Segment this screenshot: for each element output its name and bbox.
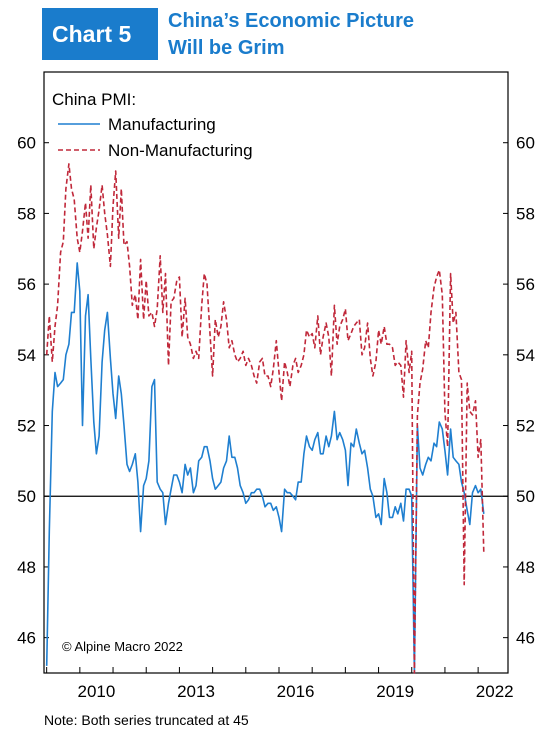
chart-title: China’s Economic Picture Will be Grim: [168, 8, 414, 62]
y-tick-label-right: 52: [516, 417, 535, 436]
x-tick-label: 2019: [376, 682, 414, 701]
y-tick-label-left: 58: [17, 204, 36, 223]
series-line-manufacturing: [45, 262, 485, 674]
footnote: Note: Both series truncated at 45: [44, 712, 249, 728]
legend: China PMI: Manufacturing Non-Manufacturi…: [52, 90, 253, 160]
legend-label-non-manufacturing: Non-Manufacturing: [108, 141, 253, 160]
x-tick-label: 2010: [78, 682, 116, 701]
y-tick-label-left: 46: [17, 629, 36, 648]
series-layer: [45, 163, 485, 674]
legend-title: China PMI:: [52, 90, 136, 109]
chart-title-line-1: China’s Economic Picture: [168, 10, 414, 32]
chart-number: Chart 5: [52, 20, 132, 47]
legend-label-manufacturing: Manufacturing: [108, 115, 216, 134]
y-tick-label-left: 54: [17, 346, 36, 365]
y-tick-label-left: 50: [17, 487, 36, 506]
y-tick-label-right: 46: [516, 629, 535, 648]
y-tick-label-left: 48: [17, 558, 36, 577]
chart-title-line-2: Will be Grim: [168, 37, 285, 59]
y-tick-label-right: 54: [516, 346, 535, 365]
y-tick-label-right: 60: [516, 134, 535, 153]
y-tick-label-right: 48: [516, 558, 535, 577]
x-tick-label: 2016: [277, 682, 315, 701]
y-tick-label-left: 52: [17, 417, 36, 436]
x-tick-label: 2013: [177, 682, 215, 701]
x-tick-label: 2022: [476, 682, 514, 701]
y-tick-label-right: 56: [516, 275, 535, 294]
plot-frame: [43, 71, 509, 674]
chart-number-badge: Chart 5: [42, 8, 158, 60]
series-line-non-manufacturing: [45, 163, 485, 674]
y-tick-label-left: 56: [17, 275, 36, 294]
y-tick-label-right: 50: [516, 487, 535, 506]
y-tick-label-right: 58: [516, 204, 535, 223]
axes-layer: 46 46 48 48 50 50 52 52 54 54 56 56 58 58 60 60 2010 2013…: [17, 71, 535, 701]
y-tick-label-left: 60: [17, 134, 36, 153]
copyright-text: © Alpine Macro 2022: [62, 639, 183, 654]
